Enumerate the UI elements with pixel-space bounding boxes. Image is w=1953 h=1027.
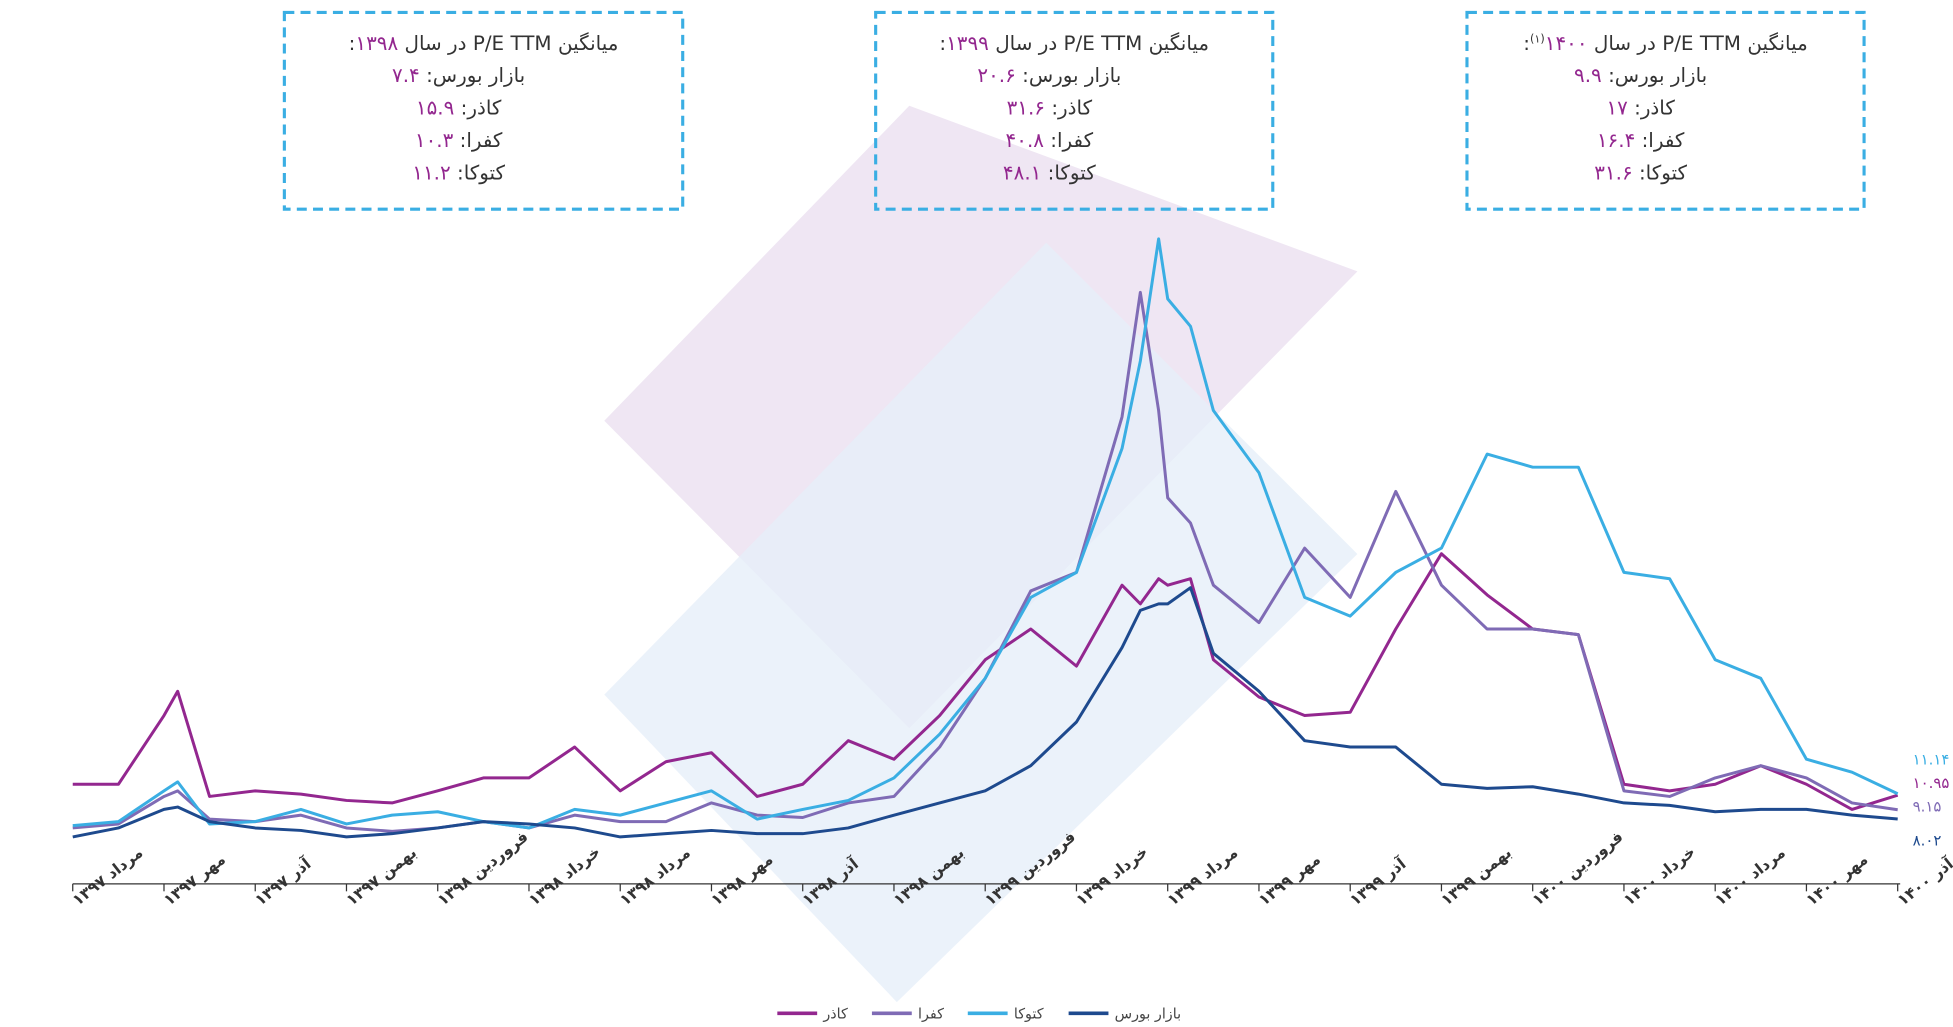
line-label: بازار بورس: [1608,64,1707,87]
annotation-line: بازار بورس: ۲۰.۶ [977,64,1121,87]
end-label: ۱۱.۱۴ [1913,750,1950,768]
line-label: کفرا: [1642,129,1685,152]
legend-item: بازار بورس [1068,1006,1181,1022]
annotation-line: کتوکا: ۱۱.۲ [412,161,505,184]
line-label: بازار بورس: [426,64,525,87]
x-tick-label: خرداد ۱۴۰۰ [1620,843,1698,910]
annotation-line: کفرا: ۱۰.۳ [415,129,503,152]
x-tick-label: آذر ۱۴۰۰ [1893,854,1953,910]
line-label: کاذر: [1051,97,1092,120]
line-value: ۱۰.۳ [415,129,454,152]
title-year: ۱۳۹۹ [946,32,989,55]
annotation-box [1465,10,1866,211]
legend-item: کفرا [871,1006,944,1022]
line-label: کتوکا: [457,161,506,184]
series-line [72,237,1899,830]
title-prefix: میانگین P/E TTM در سال [1594,32,1808,55]
x-tick-label: مرداد ۱۳۹۷ [69,844,146,910]
annotation-line: کتوکا: ۴۸.۱ [1003,161,1096,184]
title-suffix: : [349,32,356,55]
x-tick-label: بهمن ۱۳۹۷ [343,844,420,910]
x-tick-label: فروردین ۱۴۰۰ [1529,828,1626,910]
annotation-title: میانگین P/E TTM در سال ۱۳۹۹: [939,32,1209,55]
annotation-line: کفرا: ۱۶.۴ [1597,129,1685,152]
series-line [72,290,1898,833]
end-label: ۱۰.۹۵ [1913,774,1950,792]
x-tick-label: فروردین ۱۳۹۸ [434,828,531,910]
annotation-line: بازار بورس: ۷.۴ [392,64,525,87]
x-tick-label: مهر ۱۳۹۷ [160,850,229,909]
annotation-title: میانگین P/E TTM در سال ۱۴۰۰(۱): [1523,32,1807,55]
line-value: ۱۶.۴ [1597,129,1635,152]
line-label: کتوکا: [1639,161,1688,184]
legend-item: کاذر [777,1006,848,1022]
title-year: ۱۳۹۸ [355,32,398,55]
title-suffix: : [939,32,946,55]
x-tick-label: مهر ۱۳۹۹ [1255,850,1324,909]
x-tick-label: مرداد ۱۳۹۹ [1164,844,1241,910]
line-label: کفرا: [1050,129,1093,152]
legend-label: بازار بورس [1115,1006,1181,1022]
x-tick-label: بهمن ۱۳۹۹ [1438,844,1515,910]
annotation-line: کاذر: ۳۱.۶ [1007,97,1093,120]
x-tick-label: خرداد ۱۳۹۸ [525,843,603,910]
line-value: ۱۱.۲ [412,161,450,184]
annotation-box [874,10,1275,211]
line-value: ۷.۴ [392,64,420,87]
line-label: کاذر: [461,97,502,120]
annotation-line: کتوکا: ۳۱.۶ [1594,161,1687,184]
annotation-box [282,10,685,211]
annotation-line: بازار بورس: ۹.۹ [1574,64,1707,87]
line-label: بازار بورس: [1022,64,1121,87]
legend-label: کتوکا [1014,1006,1044,1022]
line-value: ۳۱.۶ [1007,97,1045,120]
line-label: کفرا: [460,129,503,152]
legend-label: کاذر [822,1006,848,1022]
line-label: کاذر: [1634,97,1675,120]
annotation-line: کفرا: ۴۰.۸ [1006,129,1094,152]
line-value: ۲۰.۶ [977,64,1015,87]
title-year: ۱۴۰۰ [1545,32,1588,55]
line-value: ۱۷ [1606,97,1628,120]
end-label: ۹.۱۵ [1913,798,1942,816]
line-value: ۱۵.۹ [416,97,454,120]
line-label: کتوکا: [1048,161,1097,184]
annotation-line: کاذر: ۱۷ [1606,97,1675,120]
title-prefix: میانگین P/E TTM در سال [405,32,619,55]
x-tick-label: مهر ۱۳۹۸ [708,850,777,909]
annotation-line: کاذر: ۱۵.۹ [416,97,502,120]
line-value: ۹.۹ [1574,64,1602,87]
line-value: ۳۱.۶ [1594,161,1632,184]
title-suffix: : [1523,32,1530,55]
x-tick-label: مرداد ۱۴۰۰ [1712,844,1789,910]
annotation-title: میانگین P/E TTM در سال ۱۳۹۸: [349,32,619,55]
x-tick-label: مرداد ۱۳۹۸ [617,844,694,910]
series-line [72,586,1898,839]
line-value: ۴۰.۸ [1006,129,1045,152]
legend-item: کتوکا [967,1006,1044,1022]
x-tick-label: مهر ۱۴۰۰ [1803,850,1872,909]
end-label: ۸.۰۲ [1913,831,1942,849]
x-tick-label: خرداد ۱۳۹۹ [1073,843,1151,910]
x-tick-label: آذر ۱۳۹۷ [251,854,315,910]
line-value: ۴۸.۱ [1003,161,1041,184]
title-prefix: میانگین P/E TTM در سال [995,32,1209,55]
legend-label: کفرا [918,1006,944,1022]
title-note: (۱) [1530,32,1545,45]
x-tick-label: آذر ۱۳۹۹ [1346,854,1410,910]
